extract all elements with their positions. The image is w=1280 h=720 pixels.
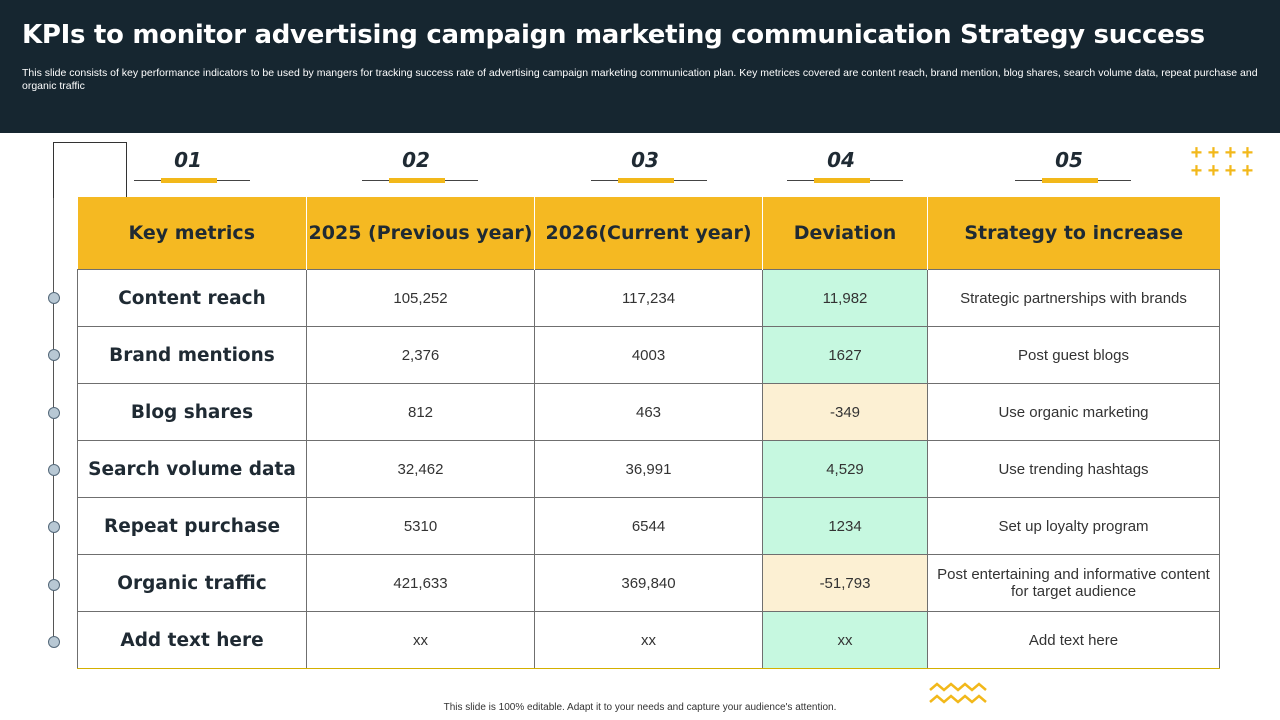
timeline-line [53, 198, 54, 642]
slide-subtitle: This slide consists of key performance i… [22, 67, 1258, 92]
metric-cell: Blog shares [77, 383, 307, 441]
header-key-metrics: Key metrics [77, 197, 307, 270]
timeline-dot [48, 464, 60, 476]
table-row: Brand mentions 2,376 4003 1627 Post gues… [77, 326, 1220, 384]
step-accent-bar [618, 178, 674, 183]
strategy-cell: Use trending hashtags [927, 440, 1220, 498]
header-banner: KPIs to monitor advertising campaign mar… [0, 0, 1280, 133]
timeline-dot [48, 636, 60, 648]
step-number: 04 [827, 148, 855, 172]
header-strategy: Strategy to increase [927, 197, 1220, 270]
step-accent-bar [814, 178, 870, 183]
curr-year-cell: 117,234 [534, 269, 763, 327]
deviation-cell: 11,982 [762, 269, 928, 327]
step-number: 01 [174, 148, 202, 172]
prev-year-cell: 5310 [306, 497, 535, 555]
deviation-cell: 1627 [762, 326, 928, 384]
curr-year-cell: 463 [534, 383, 763, 441]
timeline-dot [48, 521, 60, 533]
curr-year-cell: 6544 [534, 497, 763, 555]
metric-cell: Organic traffic [77, 554, 307, 612]
table-header-row: Key metrics 2025 (Previous year) 2026(Cu… [77, 197, 1220, 270]
kpi-table: Key metrics 2025 (Previous year) 2026(Cu… [77, 197, 1220, 669]
deviation-cell: xx [762, 611, 928, 669]
step-number: 02 [402, 148, 430, 172]
prev-year-cell: 32,462 [306, 440, 535, 498]
footer-note: This slide is 100% editable. Adapt it to… [443, 702, 837, 713]
timeline-dot [48, 292, 60, 304]
step-accent-bar [389, 178, 445, 183]
curr-year-cell: 369,840 [534, 554, 763, 612]
strategy-cell: Use organic marketing [927, 383, 1220, 441]
strategy-cell: Post entertaining and informative conten… [927, 554, 1220, 612]
curr-year-cell: 36,991 [534, 440, 763, 498]
curr-year-cell: xx [534, 611, 763, 669]
table-row: Add text here xx xx xx Add text here [77, 611, 1220, 669]
metric-cell: Add text here [77, 611, 307, 669]
strategy-cell: Strategic partnerships with brands [927, 269, 1220, 327]
deviation-cell: 4,529 [762, 440, 928, 498]
deviation-cell: 1234 [762, 497, 928, 555]
step-accent-bar [1042, 178, 1098, 183]
deviation-cell: -51,793 [762, 554, 928, 612]
prev-year-cell: 812 [306, 383, 535, 441]
strategy-cell: Set up loyalty program [927, 497, 1220, 555]
deviation-cell: -349 [762, 383, 928, 441]
table-row: Repeat purchase 5310 6544 1234 Set up lo… [77, 497, 1220, 555]
metric-cell: Search volume data [77, 440, 307, 498]
table-row: Search volume data 32,462 36,991 4,529 U… [77, 440, 1220, 498]
step-number: 03 [631, 148, 659, 172]
zigzag-decoration-icon [929, 682, 987, 704]
table-row: Content reach 105,252 117,234 11,982 Str… [77, 269, 1220, 327]
strategy-cell: Post guest blogs [927, 326, 1220, 384]
timeline-dot [48, 579, 60, 591]
header-deviation: Deviation [762, 197, 928, 270]
header-current-year: 2026(Current year) [534, 197, 763, 270]
metric-cell: Brand mentions [77, 326, 307, 384]
slide-title: KPIs to monitor advertising campaign mar… [22, 20, 1205, 50]
curr-year-cell: 4003 [534, 326, 763, 384]
plus-pattern-icon: + + + + + + + + [1190, 142, 1254, 182]
timeline-dot [48, 407, 60, 419]
table-row: Organic traffic 421,633 369,840 -51,793 … [77, 554, 1220, 612]
prev-year-cell: 105,252 [306, 269, 535, 327]
header-previous-year: 2025 (Previous year) [306, 197, 535, 270]
timeline-connector [53, 142, 127, 199]
strategy-cell: Add text here [927, 611, 1220, 669]
metric-cell: Repeat purchase [77, 497, 307, 555]
timeline-dot [48, 349, 60, 361]
prev-year-cell: xx [306, 611, 535, 669]
step-accent-bar [161, 178, 217, 183]
step-number: 05 [1055, 148, 1083, 172]
prev-year-cell: 421,633 [306, 554, 535, 612]
prev-year-cell: 2,376 [306, 326, 535, 384]
table-row: Blog shares 812 463 -349 Use organic mar… [77, 383, 1220, 441]
metric-cell: Content reach [77, 269, 307, 327]
